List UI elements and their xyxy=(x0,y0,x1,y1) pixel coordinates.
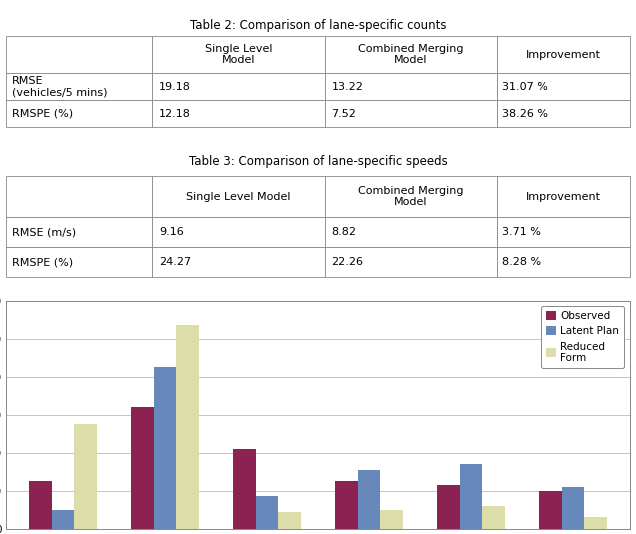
Bar xyxy=(562,487,584,529)
Bar xyxy=(176,325,198,529)
Bar xyxy=(256,497,278,529)
Bar xyxy=(132,407,154,529)
Bar xyxy=(154,367,176,529)
Bar xyxy=(335,481,358,529)
Legend: Observed, Latent Plan, Reduced
Form: Observed, Latent Plan, Reduced Form xyxy=(541,306,625,368)
Bar xyxy=(380,509,403,529)
Bar xyxy=(438,485,460,529)
Bar xyxy=(539,491,562,529)
Text: Table 2: Comparison of lane-specific counts: Table 2: Comparison of lane-specific cou… xyxy=(190,19,446,33)
Bar xyxy=(358,470,380,529)
Bar xyxy=(584,517,607,529)
Bar xyxy=(233,449,256,529)
Text: Table 3: Comparison of lane-specific speeds: Table 3: Comparison of lane-specific spe… xyxy=(189,154,447,168)
Bar xyxy=(74,424,97,529)
Bar xyxy=(278,512,301,529)
Bar xyxy=(482,506,504,529)
Bar xyxy=(52,509,74,529)
Bar xyxy=(29,481,52,529)
Bar xyxy=(460,464,482,529)
